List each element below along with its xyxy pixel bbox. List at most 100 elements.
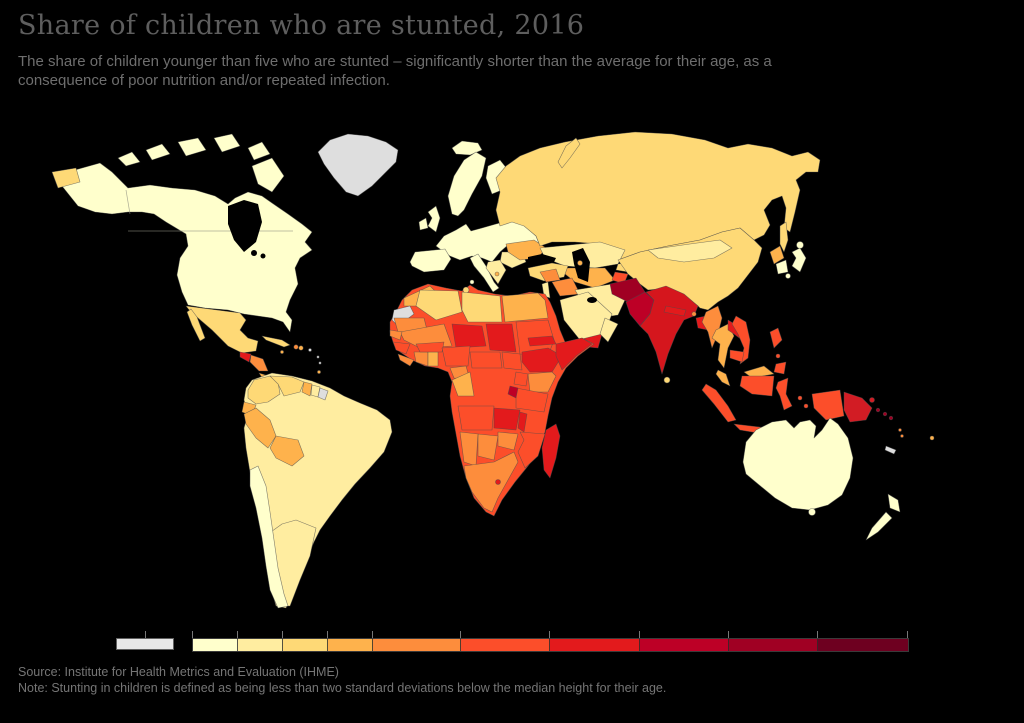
region-new-zealand-south[interactable] — [865, 511, 893, 541]
region-philippines-mindanao[interactable] — [773, 361, 787, 375]
region-malaysia-peninsula[interactable] — [715, 369, 731, 387]
region-novaya-zemlya[interactable] — [557, 137, 581, 169]
region-sierra-leone-liberia[interactable] — [397, 353, 415, 367]
region-madagascar[interactable] — [541, 423, 561, 479]
region-iceland[interactable] — [451, 140, 483, 156]
region-cote-divoire[interactable] — [413, 351, 429, 367]
region-bhutan[interactable] — [691, 311, 697, 317]
region-south-korea[interactable] — [775, 259, 789, 275]
region-south-africa[interactable] — [463, 451, 519, 513]
region-chile[interactable] — [249, 465, 289, 609]
region-fiji[interactable] — [929, 435, 935, 441]
region-rwanda-burundi[interactable] — [507, 385, 519, 399]
region-oman[interactable] — [599, 317, 619, 343]
region-vanuatu[interactable] — [900, 434, 904, 438]
region-malawi[interactable] — [517, 411, 528, 433]
region-greenland[interactable] — [317, 133, 399, 197]
region-kenya[interactable] — [527, 371, 557, 393]
region-indonesia-sulawesi[interactable] — [775, 377, 793, 411]
region-egypt[interactable] — [501, 292, 549, 323]
region-iberia[interactable] — [409, 248, 452, 273]
region-chukotka[interactable] — [51, 167, 81, 189]
region-zimbabwe[interactable] — [497, 431, 519, 451]
region-haiti[interactable] — [293, 344, 299, 350]
region-ghana[interactable] — [427, 351, 439, 367]
region-cuba[interactable] — [261, 335, 291, 348]
legend-segment[interactable] — [328, 639, 373, 651]
region-sardinia[interactable] — [469, 279, 475, 285]
region-peru[interactable] — [243, 407, 277, 449]
region-japan-honshu[interactable] — [791, 247, 807, 273]
region-lesser-antilles[interactable] — [318, 361, 322, 365]
region-cambodia[interactable] — [729, 349, 745, 363]
region-nigeria[interactable] — [441, 345, 471, 367]
region-zambia[interactable] — [493, 407, 521, 431]
region-venezuela[interactable] — [269, 375, 305, 397]
region-guyana[interactable] — [301, 381, 313, 397]
region-sakhalin[interactable] — [779, 221, 789, 253]
region-colombia[interactable] — [247, 375, 281, 405]
region-papua-new-guinea[interactable] — [843, 391, 873, 423]
region-russia[interactable] — [495, 131, 821, 261]
region-lesser-antilles[interactable] — [316, 355, 320, 359]
region-south-sudan[interactable] — [501, 351, 523, 371]
region-solomon-islands[interactable] — [875, 407, 881, 413]
legend-segment[interactable] — [729, 639, 818, 651]
region-congo-gabon[interactable] — [451, 371, 475, 397]
region-new-caledonia[interactable] — [884, 445, 897, 455]
legend-segment[interactable] — [818, 639, 908, 651]
region-ireland[interactable] — [418, 217, 429, 231]
legend-segment[interactable] — [238, 639, 283, 651]
region-trinidad-tobago[interactable] — [317, 370, 321, 374]
region-solomon-islands[interactable] — [888, 415, 894, 421]
region-japan-hokkaido[interactable] — [796, 241, 804, 249]
region-united-kingdom[interactable] — [427, 205, 441, 233]
region-niger[interactable] — [451, 323, 487, 349]
region-puerto-rico[interactable] — [308, 348, 312, 352]
region-algeria[interactable] — [415, 289, 463, 321]
region-indonesia-borneo[interactable] — [739, 375, 775, 397]
region-australia[interactable] — [742, 417, 854, 511]
region-albania[interactable] — [494, 271, 500, 277]
region-india[interactable] — [639, 285, 699, 375]
region-somalia[interactable] — [555, 337, 593, 371]
region-north-korea[interactable] — [769, 245, 785, 265]
region-indonesia-moluccas[interactable] — [803, 403, 809, 409]
region-vietnam[interactable] — [731, 315, 751, 365]
region-guatemala[interactable] — [239, 351, 252, 363]
legend-segment[interactable] — [461, 639, 550, 651]
region-tanzania[interactable] — [515, 387, 549, 413]
region-botswana[interactable] — [477, 433, 499, 461]
legend-color-bar[interactable] — [192, 638, 909, 652]
region-arctic-islands[interactable] — [177, 137, 207, 157]
region-solomon-islands[interactable] — [882, 411, 888, 417]
region-indonesia-sumatra[interactable] — [701, 383, 737, 423]
region-nepal[interactable] — [663, 305, 687, 317]
region-philippines-visayas[interactable] — [775, 353, 781, 359]
region-tasmania[interactable] — [808, 508, 816, 516]
region-arctic-islands[interactable] — [213, 133, 241, 153]
legend-segment[interactable] — [283, 639, 328, 651]
region-new-britain[interactable] — [869, 397, 875, 403]
region-new-zealand-north[interactable] — [887, 493, 901, 513]
legend-segment[interactable] — [550, 639, 640, 651]
region-guinea[interactable] — [392, 341, 411, 355]
region-bolivia[interactable] — [269, 435, 305, 467]
region-vanuatu[interactable] — [898, 428, 902, 432]
region-indonesia-moluccas[interactable] — [797, 395, 803, 401]
region-baffin-island[interactable] — [251, 157, 285, 193]
region-dominican-republic[interactable] — [298, 345, 304, 351]
region-syria[interactable] — [539, 268, 561, 283]
region-indonesia-papua[interactable] — [811, 389, 845, 421]
region-uganda[interactable] — [513, 371, 529, 387]
region-scandinavia[interactable] — [447, 151, 487, 217]
region-senegal[interactable] — [389, 329, 403, 341]
region-arctic-islands[interactable] — [247, 141, 271, 161]
region-italy[interactable] — [469, 253, 500, 293]
legend-segment[interactable] — [640, 639, 729, 651]
region-french-guiana[interactable] — [317, 387, 329, 401]
region-libya[interactable] — [461, 291, 503, 323]
region-eritrea-djibouti[interactable] — [527, 335, 557, 347]
legend-segment[interactable] — [193, 639, 238, 651]
region-azerbaijan[interactable] — [577, 260, 583, 266]
